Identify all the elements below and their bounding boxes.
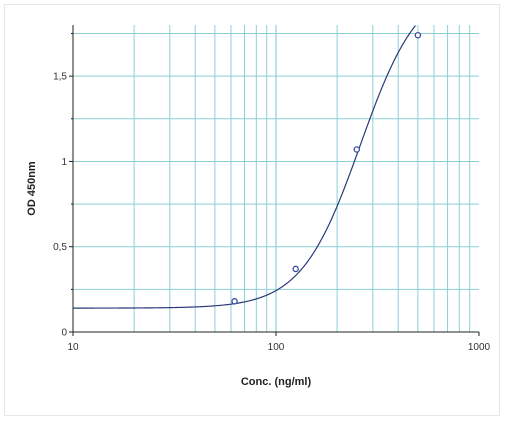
- data-point: [292, 265, 299, 273]
- x-axis-title: Conc. (ng/ml): [241, 376, 312, 388]
- y-axis-title: OD 450nm: [26, 161, 38, 216]
- y-tick-label: 1,5: [53, 72, 67, 83]
- axes: [69, 25, 480, 336]
- y-tick-label: 1: [61, 157, 67, 168]
- x-tick-label: 10: [67, 342, 79, 353]
- y-tick-label: 0,5: [53, 242, 67, 253]
- x-tick-label: 1000: [468, 342, 491, 353]
- data-point: [353, 146, 361, 153]
- x-tick-label: 100: [268, 342, 285, 353]
- tick-labels: 0 0,5 1 1,5 10 100 1000: [53, 72, 490, 353]
- chart-frame: 0 0,5 1 1,5 10 100 1000 Conc. (ng/ml) OD 450nm: [4, 4, 500, 416]
- data-point: [414, 31, 422, 39]
- grid-lines: [73, 25, 479, 332]
- od-vs-concentration-chart: 0 0,5 1 1,5 10 100 1000 Conc. (ng/ml) OD 450nm: [26, 25, 491, 388]
- data-point: [231, 298, 238, 305]
- y-tick-label: 0: [61, 328, 67, 339]
- data-points: [231, 31, 422, 305]
